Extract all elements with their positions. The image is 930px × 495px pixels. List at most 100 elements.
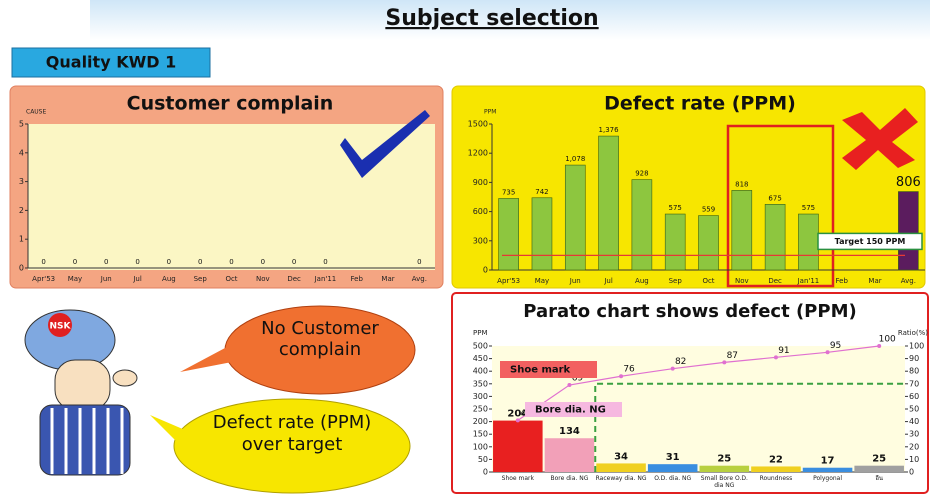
y-tick-label: 2 [19,206,24,215]
line-marker [877,344,881,348]
target-label: Target 150 PPM [835,237,906,246]
bar [665,214,685,270]
bubble-tail [150,415,190,455]
y2-tick-label: 90 [909,354,919,363]
y-tick-label: 0 [483,468,488,477]
y-tick-label: 3 [19,177,24,186]
data-label: 0 [41,258,45,266]
data-label: 0 [198,258,202,266]
y-axis-label: CAUSE [26,109,46,116]
data-label: 0 [261,258,265,266]
x-tick-label: Oct [225,275,237,283]
data-label: 22 [769,454,783,465]
x-tick-label: Nov [735,277,749,285]
bar [493,421,543,472]
x-tick-label: Jul [132,275,142,283]
x-tick-label: Aug [635,277,649,285]
y-tick-label: 450 [473,354,488,363]
y-tick-label: 1 [19,235,24,244]
y-tick-label: 1500 [468,120,488,129]
y-tick-label: 250 [473,405,488,414]
chart-title: Parato chart shows defect (PPM) [523,301,856,322]
line-label: 82 [675,357,686,367]
data-label: 34 [614,451,628,462]
line-marker [516,418,520,422]
y-tick-label: 500 [473,342,488,351]
x-tick-label: May [68,275,82,283]
x-tick-label-box: Roundness [750,475,802,495]
bar [648,464,698,472]
y2-tick-label: 10 [909,455,919,464]
data-label: 25 [717,454,731,465]
y-tick-label: 1200 [468,149,488,158]
x-tick-label: Apr'53 [497,277,520,285]
data-label: 1,376 [599,126,620,134]
y-tick-label: 5 [19,120,24,129]
cartoon-man: NSK [25,310,137,475]
y-tick-label: 0 [483,266,488,275]
x-tick-label: Jun [100,275,112,283]
x-tick-label: Mar [868,277,881,285]
x-tick-label: Mar [381,275,394,283]
bar [732,190,752,270]
y-axis-label: PPM [473,329,487,337]
line-label: 95 [830,341,841,351]
x-tick-label-box: Shoe mark [492,475,544,495]
bar [803,468,853,472]
y-tick-label: 150 [473,430,488,439]
y-tick-label: 4 [19,148,24,157]
x-tick-label: Oct [702,277,714,285]
data-label: 806 [896,175,921,190]
x-tick-label: Aug [162,275,176,283]
plot-area [28,124,435,270]
x-tick-label-box: O.D. dia. NG [647,475,699,495]
x-tick-label-box: Raceway dia. NG [595,475,647,495]
y-tick-label: 400 [473,367,488,376]
bar [499,198,519,270]
bar [632,180,652,270]
chart-title: Customer complain [127,93,334,115]
y-tick-label: 900 [473,178,488,187]
x-tick-label: Feb [351,275,364,283]
bar [699,216,719,270]
bar [898,192,918,270]
data-label: 735 [502,188,515,196]
x-tick-label: อื่น [853,475,905,482]
data-label: 134 [559,426,580,437]
x-tick-label: Sep [194,275,208,283]
x-tick-label: O.D. dia. NG [647,475,699,482]
bar [599,136,619,270]
y-tick-label: 350 [473,379,488,388]
line-marker [826,350,830,354]
x-tick-label: Nov [256,275,270,283]
x-tick-label: Dec [768,277,782,285]
data-label: 742 [535,188,548,196]
y2-tick-label: 80 [909,367,919,376]
data-label: 0 [135,258,139,266]
y2-tick-label: 30 [909,430,919,439]
x-tick-label: Jun [569,277,581,285]
y-tick-label: 0 [19,264,24,273]
x-tick-label: Jan'11 [797,277,820,285]
bar [532,198,552,270]
y-tick-label: 200 [473,417,488,426]
line-marker [671,367,675,371]
y2-tick-label: 50 [909,405,919,414]
line-marker [567,383,571,387]
data-label: 31 [666,452,680,463]
x-tick-label: Roundness [750,475,802,482]
line-marker [619,374,623,378]
x-tick-label: Small Bore O.D. dia NG [699,475,751,489]
slide-title: Subject selection [385,6,598,31]
x-tick-label-box: Bore dia. NG [544,475,596,495]
data-label: 575 [669,204,682,212]
data-label: 25 [872,454,886,465]
bar [565,165,585,270]
y2-tick-label: 0 [909,468,914,477]
data-label: 0 [73,258,77,266]
x-tick-label-box: อื่น [853,475,905,495]
y-tick-label: 600 [473,207,488,216]
data-label: 0 [167,258,171,266]
data-label: 0 [323,258,327,266]
data-label: 17 [821,456,835,467]
